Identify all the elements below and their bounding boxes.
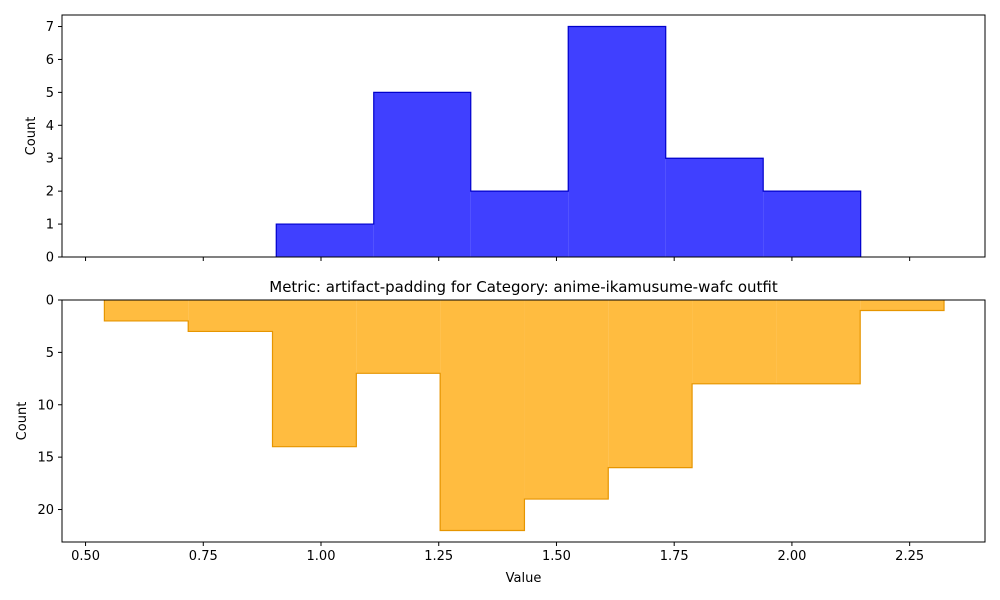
bottom-bar (776, 300, 861, 384)
top-y-tick-label: 4 (46, 119, 54, 134)
top-step-outline (275, 25, 862, 257)
top-y-tick-label: 1 (46, 218, 54, 233)
bottom-y-tick-label: 20 (37, 503, 54, 518)
bottom-chart-title: Metric: artifact-padding for Category: a… (269, 278, 778, 296)
bottom-x-tick-label: 2.25 (895, 549, 924, 564)
bottom-bar (188, 300, 273, 332)
top-y-tick-label: 0 (46, 251, 54, 266)
bottom-bar (608, 300, 693, 468)
top-y-tick-label: 3 (46, 152, 54, 167)
bottom-x-tick-label: 1.75 (660, 549, 689, 564)
bottom-y-axis-label: Count (15, 402, 30, 441)
top-bar (665, 158, 764, 257)
bottom-bar (356, 300, 441, 374)
bottom-axes-frame (61, 299, 986, 543)
top-y-axis-label: Count (24, 117, 39, 156)
bottom-y-ticks: 0 5 10 15 20 (37, 294, 62, 518)
bottom-histogram-panel: 0 5 10 15 20 0.50 0.75 1.00 1.25 1.50 1.75 2.00 2.2… (15, 278, 986, 586)
bottom-y-tick-label: 5 (46, 346, 54, 361)
top-y-tick-label: 7 (46, 20, 54, 35)
top-bar (373, 92, 471, 258)
bottom-bar (104, 300, 189, 321)
top-axes-frame (61, 14, 986, 258)
bottom-y-tick-label: 15 (37, 451, 54, 466)
bottom-bar (524, 300, 609, 500)
bottom-x-tick-label: 2.00 (777, 549, 806, 564)
bottom-bar (692, 300, 777, 384)
bottom-bar (860, 300, 945, 311)
bottom-x-axis-label: Value (506, 571, 542, 586)
top-bars-group (275, 25, 862, 258)
top-histogram-panel: 0 1 2 3 4 5 6 7 Count (24, 14, 986, 266)
top-y-tick-label: 5 (46, 86, 54, 101)
top-bar (276, 224, 374, 257)
top-y-tick-label: 2 (46, 185, 54, 200)
bottom-bar (440, 300, 525, 531)
bottom-x-tick-label: 1.00 (307, 549, 336, 564)
top-bar (470, 191, 569, 257)
bottom-x-ticks: 0.50 0.75 1.00 1.25 1.50 1.75 2.00 2.25 (71, 542, 924, 564)
top-y-tick-label: 6 (46, 53, 54, 68)
top-bar (763, 191, 861, 257)
bottom-step-outline (103, 300, 945, 532)
bottom-bars-group (103, 300, 945, 532)
bottom-x-tick-label: 0.50 (71, 549, 100, 564)
top-y-ticks: 0 1 2 3 4 5 6 7 (46, 20, 62, 266)
top-x-ticks (85, 257, 911, 261)
bottom-x-tick-label: 1.50 (542, 549, 571, 564)
bottom-y-tick-label: 10 (37, 398, 54, 413)
bottom-bar (272, 300, 357, 447)
top-bar (568, 26, 666, 258)
bottom-x-tick-label: 0.75 (189, 549, 218, 564)
bottom-x-tick-label: 1.25 (424, 549, 453, 564)
bottom-y-tick-label: 0 (46, 294, 54, 309)
